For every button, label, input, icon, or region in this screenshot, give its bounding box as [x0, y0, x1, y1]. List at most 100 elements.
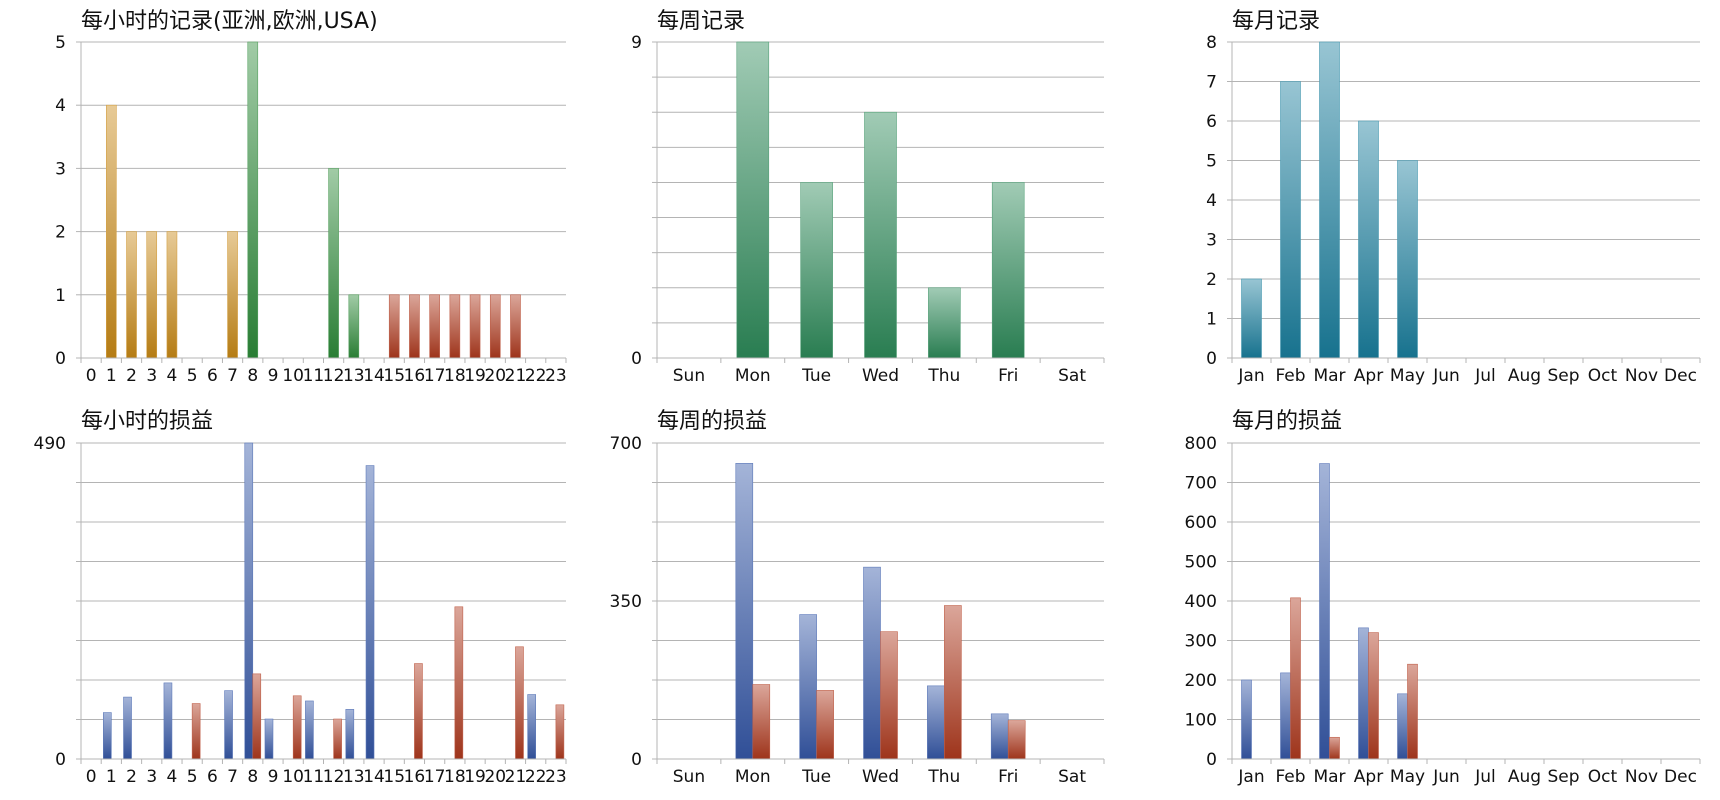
x-tick-label: 3 — [146, 767, 157, 787]
bar — [365, 465, 375, 760]
x-tick-label: Aug — [1508, 767, 1541, 787]
y-tick-label: 0 — [55, 750, 66, 770]
bar — [1397, 160, 1418, 359]
chart-title: 每月记录 — [1232, 9, 1320, 34]
x-tick-label: 6 — [207, 366, 218, 386]
bar — [305, 700, 314, 760]
x-tick-label: 19 — [464, 767, 486, 787]
x-tick-label: Sat — [1058, 767, 1086, 787]
x-tick-label: 4 — [167, 366, 178, 386]
x-tick-label: Sun — [673, 366, 705, 386]
x-tick-label: 9 — [268, 767, 279, 787]
y-tick-label: 7 — [1206, 73, 1217, 93]
x-tick-label: Apr — [1354, 767, 1383, 787]
bar — [345, 709, 355, 760]
bar — [991, 182, 1025, 359]
bar — [880, 631, 898, 760]
x-tick-label: 5 — [187, 366, 198, 386]
x-tick-label: Wed — [862, 767, 899, 787]
y-tick-label: 2 — [55, 223, 66, 243]
y-tick-label: 400 — [1185, 592, 1217, 612]
bar — [348, 294, 360, 359]
x-tick-label: Fri — [998, 767, 1018, 787]
x-tick-label: Aug — [1508, 366, 1541, 386]
bar — [414, 663, 423, 760]
x-tick-label: Sep — [1547, 366, 1579, 386]
bar — [1007, 720, 1026, 760]
x-tick-label: Jun — [1432, 767, 1460, 787]
x-tick-label: Feb — [1275, 767, 1305, 787]
y-tick-label: 700 — [610, 434, 642, 454]
x-tick-label: 2 — [126, 366, 137, 386]
bar — [927, 685, 945, 760]
y-tick-label: 350 — [610, 592, 642, 612]
chart-6: 每月的损益 0 100 200 300 400 500 600 700 800 Jan Feb Mar A… — [1185, 409, 1701, 787]
y-tick-label: 300 — [1185, 632, 1217, 652]
chart-title: 每小时的损益 — [81, 409, 213, 434]
bar — [244, 442, 254, 760]
bar — [515, 646, 524, 760]
bar — [1397, 693, 1408, 760]
x-tick-label: 21 — [505, 767, 527, 787]
x-tick-label: 12 — [323, 767, 345, 787]
x-tick-label: May — [1390, 767, 1425, 787]
x-tick-label: Feb — [1275, 366, 1305, 386]
x-tick-label: 19 — [464, 366, 486, 386]
y-tick-label: 0 — [1206, 750, 1217, 770]
x-tick-label: Jul — [1474, 366, 1496, 386]
x-tick-label: 16 — [404, 767, 426, 787]
bar — [388, 294, 400, 359]
x-tick-label: 10 — [282, 366, 304, 386]
x-tick-label: 13 — [343, 767, 365, 787]
x-tick-label: Mon — [735, 767, 771, 787]
y-tick-label: 490 — [34, 434, 66, 454]
bar — [489, 294, 501, 359]
bar — [106, 104, 117, 359]
bar — [166, 231, 178, 359]
x-tick-label: Jan — [1237, 767, 1264, 787]
x-tick-label: Oct — [1588, 366, 1618, 386]
bar — [1241, 278, 1262, 359]
x-tick-label: Dec — [1664, 767, 1697, 787]
x-tick-label: 8 — [247, 366, 258, 386]
x-tick-label: 3 — [146, 366, 157, 386]
chart-title: 每月的损益 — [1232, 409, 1342, 434]
bar — [454, 606, 464, 760]
y-tick-label: 800 — [1185, 434, 1217, 454]
x-tick-label: Fri — [998, 366, 1018, 386]
x-tick-label: 18 — [444, 767, 466, 787]
chart-title: 每小时的记录(亚洲,欧洲,USA) — [81, 9, 378, 34]
bar — [1319, 463, 1330, 760]
x-tick-label: 10 — [282, 767, 304, 787]
bar — [736, 41, 770, 359]
bar — [126, 231, 137, 359]
x-tick-label: Jul — [1474, 767, 1496, 787]
x-tick-label: 17 — [424, 767, 446, 787]
x-tick-label: 15 — [383, 366, 405, 386]
x-tick-label: 14 — [363, 767, 385, 787]
y-tick-label: 4 — [1206, 191, 1217, 211]
x-tick-label: 1 — [106, 767, 117, 787]
x-tick-label: Nov — [1625, 767, 1658, 787]
x-tick-label: 8 — [247, 767, 258, 787]
bar — [863, 566, 881, 760]
x-tick-label: 1 — [106, 366, 117, 386]
bar — [1358, 120, 1379, 359]
bar — [990, 713, 1009, 760]
y-tick-label: 500 — [1185, 553, 1217, 573]
y-tick-label: 8 — [1206, 33, 1217, 53]
x-tick-label: Tue — [801, 767, 831, 787]
bar — [864, 111, 897, 359]
x-tick-label: 20 — [484, 366, 506, 386]
bar — [429, 294, 440, 359]
x-tick-label: 13 — [343, 366, 365, 386]
bar — [292, 695, 302, 760]
bar — [247, 41, 259, 359]
y-tick-label: 1 — [55, 286, 66, 306]
y-tick-label: 3 — [1206, 231, 1217, 251]
bar — [1241, 679, 1252, 760]
bar — [224, 690, 233, 760]
bar — [800, 182, 833, 359]
